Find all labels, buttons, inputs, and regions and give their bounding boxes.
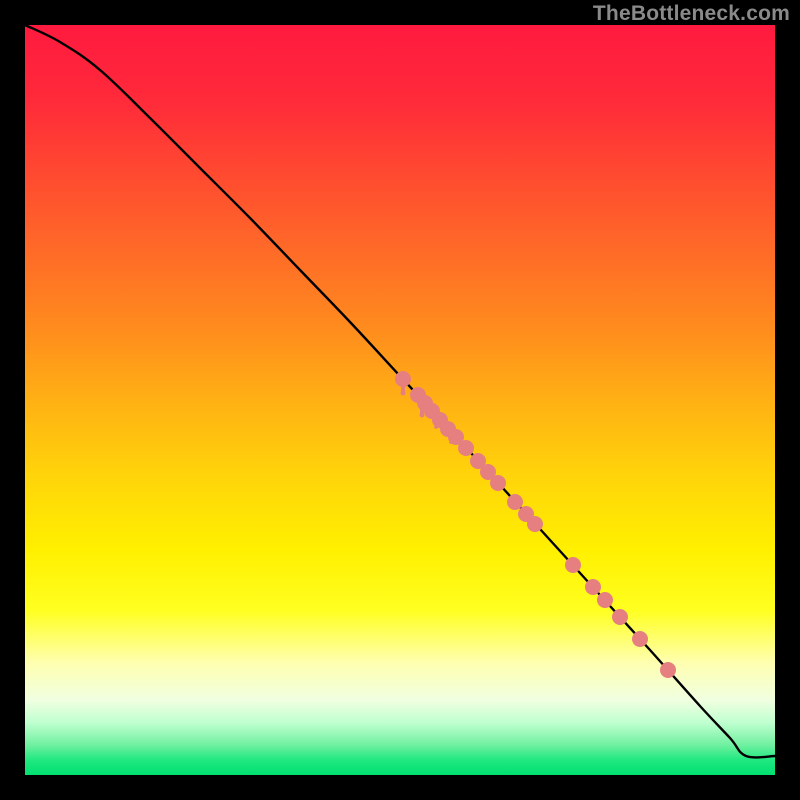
- stage: TheBottleneck.com: [0, 0, 800, 800]
- watermark-text: TheBottleneck.com: [593, 2, 790, 26]
- chart-svg: [0, 0, 800, 800]
